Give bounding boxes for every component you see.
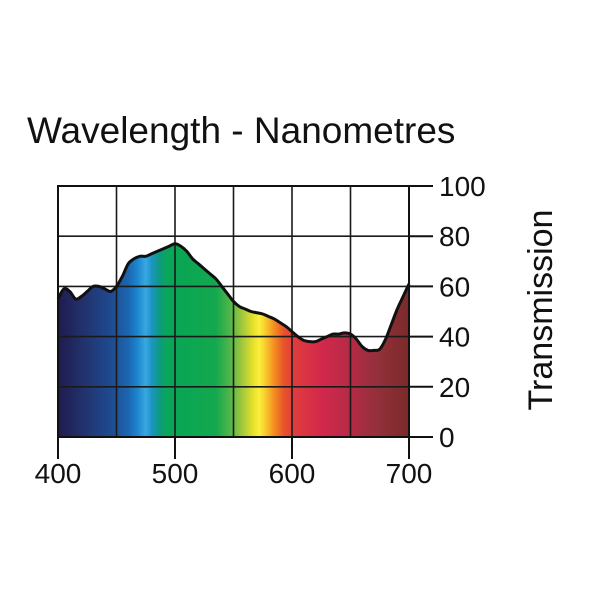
y-tick-label: 100	[439, 171, 486, 202]
axis-ticks: 0 20 40 60 80 100 400 500 600 700	[35, 171, 486, 489]
chart-title: Wavelength - Nanometres	[27, 110, 455, 151]
x-tick-label: 500	[152, 458, 199, 489]
x-tick-label: 400	[35, 458, 82, 489]
y-axis-label: Transmission	[522, 210, 560, 411]
plot-frame	[57, 185, 410, 438]
y-tick-label: 80	[439, 221, 470, 252]
y-tick-label: 60	[439, 271, 470, 302]
y-tick-label: 40	[439, 322, 470, 353]
y-tick-label: 0	[439, 422, 455, 453]
x-tick-label: 600	[269, 458, 316, 489]
x-tick-label: 700	[386, 458, 433, 489]
y-tick-label: 20	[439, 372, 470, 403]
transmission-curve	[56, 242, 411, 353]
